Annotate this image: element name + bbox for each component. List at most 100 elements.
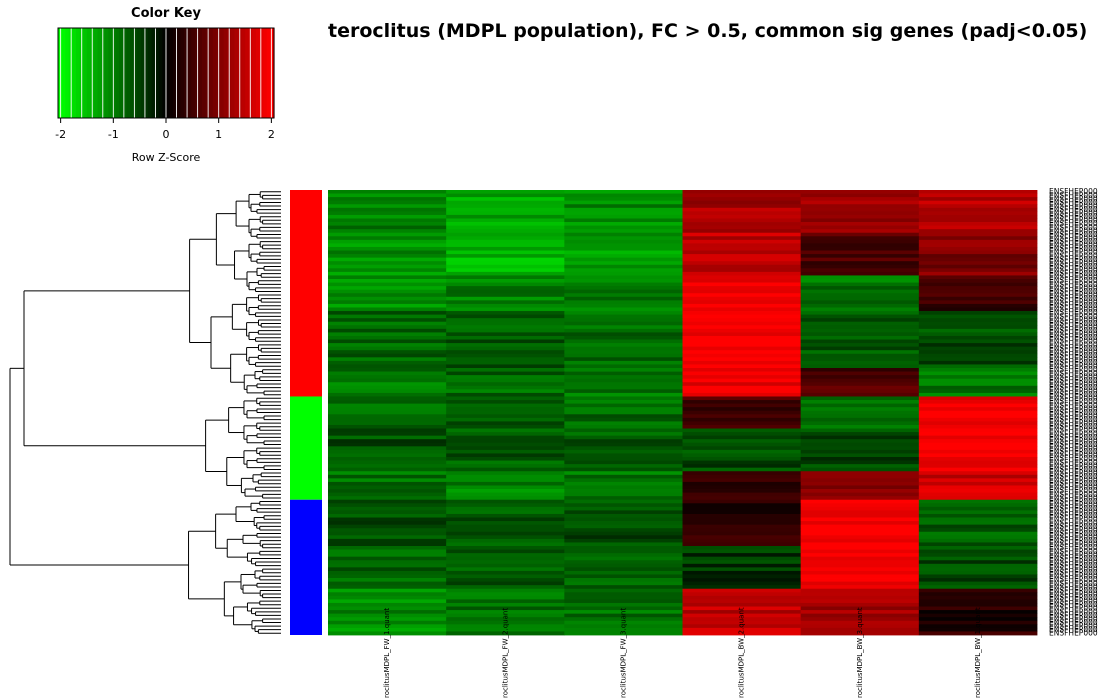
heatmap-cell — [564, 382, 683, 387]
row-label: ENSFHEP000 — [1049, 266, 1098, 275]
heatmap-cell — [918, 570, 1038, 575]
heatmap-cell — [918, 449, 1038, 454]
color-key-segment — [155, 28, 160, 118]
heatmap-cell — [564, 222, 683, 226]
heatmap-cell — [328, 268, 447, 273]
heatmap-cell — [564, 339, 683, 344]
heatmap-cell — [918, 375, 1038, 380]
heatmap-cell — [446, 592, 565, 597]
heatmap-cell — [564, 271, 683, 276]
heatmap-cell — [682, 389, 802, 394]
heatmap-cell — [446, 318, 565, 323]
heatmap-cell — [564, 464, 683, 469]
row-label: ENSFHEP000 — [1049, 394, 1098, 403]
heatmap-cell — [446, 239, 565, 244]
heatmap-cell — [800, 521, 920, 526]
row-label: ENSFHEP000 — [1049, 379, 1098, 388]
heatmap-cell — [682, 481, 802, 486]
heatmap-cell — [800, 314, 920, 319]
heatmap-cell — [446, 407, 565, 412]
heatmap-cell — [328, 567, 447, 572]
heatmap-cell — [800, 232, 920, 237]
color-key-segment — [122, 28, 127, 118]
color-key-segment — [166, 28, 171, 118]
heatmap-cell — [564, 481, 683, 486]
heatmap-cell — [682, 360, 802, 365]
heatmap-cell — [682, 538, 802, 543]
row-label: ENSFHEP000 — [1049, 529, 1098, 538]
heatmap-cell — [328, 289, 447, 294]
heatmap-cell — [328, 578, 447, 582]
row-label: ENSFHEP000 — [1049, 401, 1098, 410]
heatmap-cell — [564, 478, 683, 483]
column-label: roclitusMDPL_BW_1.quant — [974, 607, 982, 698]
heatmap-cell — [682, 620, 802, 625]
heatmap-cell — [918, 268, 1038, 273]
heatmap-cell — [564, 513, 683, 518]
cluster-color-bar — [290, 396, 322, 500]
heatmap-cell — [682, 254, 802, 259]
heatmap-cell — [682, 424, 802, 429]
row-label: ENSFHEP000 — [1049, 515, 1098, 524]
heatmap-cell — [682, 197, 802, 202]
heatmap-cell — [800, 506, 920, 511]
color-key-segment — [234, 28, 239, 118]
heatmap-cell — [918, 321, 1038, 326]
heatmap-cell — [564, 257, 683, 262]
heatmap-cell — [682, 521, 802, 526]
heatmap-cell — [800, 535, 920, 540]
row-label: ENSFHEP000 — [1049, 362, 1098, 371]
heatmap-cell — [682, 627, 802, 632]
heatmap-cell — [682, 289, 802, 294]
heatmap-cell — [564, 578, 683, 582]
row-label: ENSFHEP000 — [1049, 212, 1098, 221]
heatmap-cell — [564, 631, 683, 636]
color-key-segment — [101, 28, 106, 118]
heatmap-cell — [800, 510, 920, 515]
heatmap-cell — [446, 457, 565, 461]
heatmap-cell — [446, 585, 565, 590]
heatmap-cell — [918, 257, 1038, 262]
heatmap-cell — [564, 343, 683, 348]
row-label: ENSFHEP000 — [1049, 476, 1098, 485]
color-key-tick-label: 2 — [268, 128, 275, 141]
heatmap-cell — [918, 538, 1038, 543]
heatmap-cell — [918, 389, 1038, 394]
row-label: ENSFHEP000 — [1049, 347, 1098, 356]
heatmap-cell — [800, 385, 920, 390]
heatmap-cell — [446, 610, 565, 615]
row-label: ENSFHEP000 — [1049, 629, 1098, 638]
heatmap-cell — [682, 353, 802, 358]
heatmap-cell — [682, 471, 802, 476]
heatmap-cell — [446, 432, 565, 437]
heatmap-cell — [918, 190, 1038, 194]
heatmap-cell — [918, 368, 1038, 372]
heatmap-cell — [682, 556, 802, 561]
heatmap-cell — [918, 474, 1038, 479]
row-label: ENSFHEP000 — [1049, 312, 1098, 321]
color-key-xlabel: Row Z-Score — [131, 151, 201, 164]
row-label: ENSFHEP000 — [1049, 568, 1098, 577]
heatmap-cell — [328, 385, 447, 390]
row-label: ENSFHEP000 — [1049, 283, 1098, 292]
heatmap-cell — [446, 446, 565, 451]
heatmap-cell — [328, 279, 447, 283]
row-label: ENSFHEP000 — [1049, 468, 1098, 477]
heatmap-cell — [800, 239, 920, 244]
row-label: ENSFHEP000 — [1049, 429, 1098, 438]
column-label: roclitusMDPL_BW_3.quant — [856, 607, 864, 698]
heatmap-cell — [918, 229, 1038, 234]
heatmap-cell — [564, 403, 683, 408]
color-key-segment — [65, 28, 70, 118]
color-key-segment — [263, 28, 268, 118]
heatmap-cell — [564, 503, 683, 508]
heatmap-cell — [328, 375, 447, 380]
heatmap-cell — [800, 271, 920, 276]
row-label: ENSFHEP000 — [1049, 483, 1098, 492]
heatmap-cell — [800, 275, 920, 280]
heatmap-cell — [800, 286, 920, 291]
heatmap-cell — [328, 560, 447, 565]
heatmap-cell — [682, 303, 802, 308]
color-key-segment — [76, 28, 81, 118]
heatmap-cell — [446, 303, 565, 308]
